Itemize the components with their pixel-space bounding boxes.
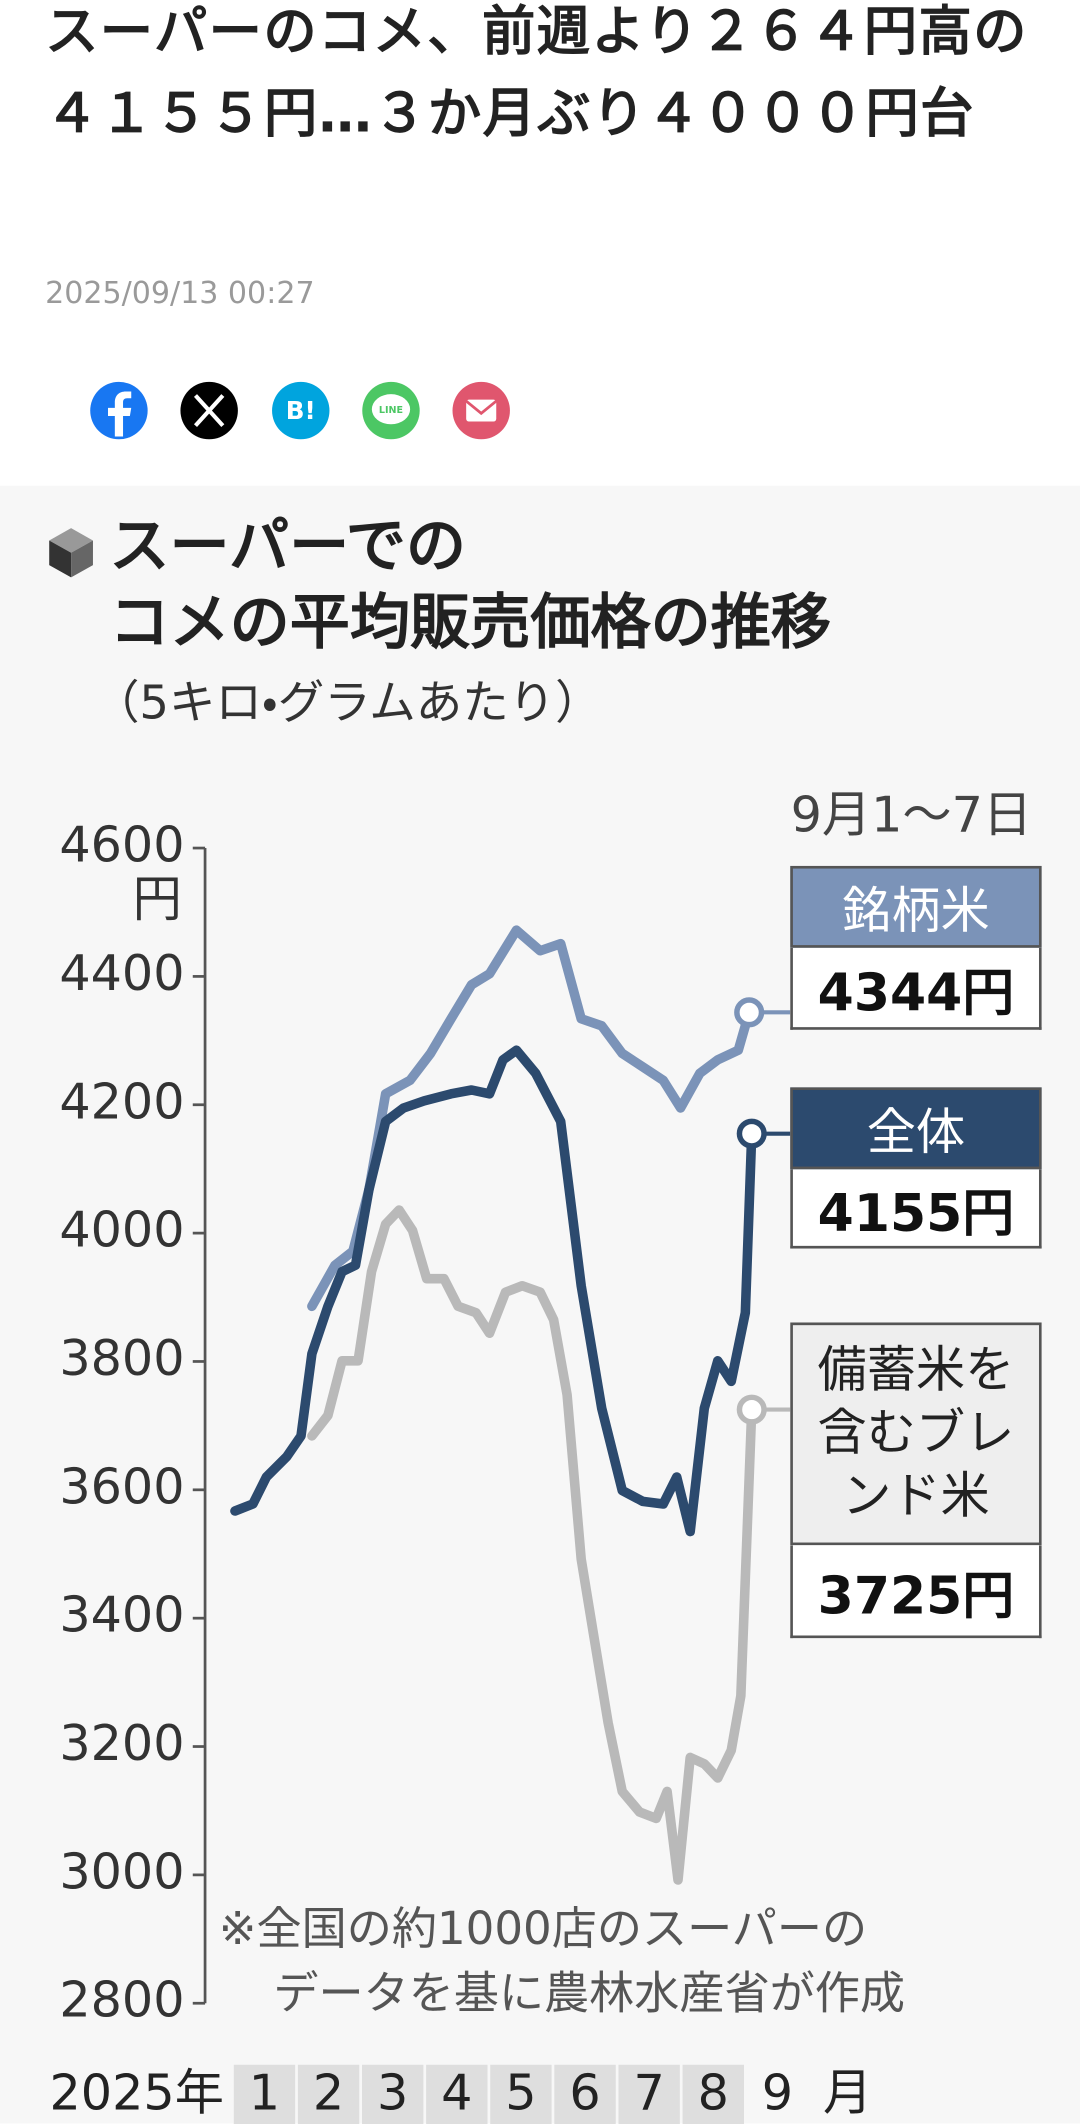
hatena-button[interactable]: B!	[272, 381, 330, 440]
share-bar: B! LINE	[90, 381, 510, 440]
x-tick-label: 6	[569, 2064, 600, 2122]
month-band	[554, 2064, 616, 2124]
note: データを基に農林水産省が作成	[273, 1966, 905, 2019]
y-tick-label: 3200	[59, 1714, 184, 1772]
month-band	[682, 2064, 744, 2124]
line-label: LINE	[379, 405, 403, 416]
value-label: 3725円	[790, 1545, 1042, 1639]
y-tick-label: 3600	[59, 1457, 184, 1515]
month-band	[297, 2064, 360, 2124]
legend-name: 銘柄米	[790, 865, 1042, 948]
x-tick-label: 4	[441, 2064, 472, 2122]
end-marker	[734, 997, 765, 1028]
legend-name-box: 全体	[790, 1087, 1042, 1170]
x-suffix: 月	[823, 2064, 872, 2122]
legend-name-box: 銘柄米	[790, 865, 1042, 948]
series-line	[230, 1045, 757, 1537]
x-tick-label: 1	[249, 2064, 280, 2122]
x-button[interactable]	[180, 381, 238, 440]
month-band	[618, 2064, 680, 2124]
month-band	[490, 2064, 552, 2124]
x-tick-label: 5	[505, 2064, 536, 2122]
date: 2025/09/13 00:27	[45, 276, 314, 311]
value-label: 4155円	[790, 1169, 1042, 1249]
note: ※全国の約1000店のスーパーの	[219, 1902, 867, 1955]
legend-name: 全体	[790, 1087, 1042, 1170]
y-tick-label: 4200	[59, 1072, 184, 1130]
month-band	[233, 2064, 296, 2124]
month-band	[426, 2064, 488, 2124]
end-marker	[736, 1394, 767, 1425]
y-unit: 円	[133, 870, 182, 928]
article-title: スーパーのコメ、前週より２６４円高の４１５５円…３か月ぶり４０００円台	[45, 1, 1028, 146]
y-tick-label: 4000	[59, 1201, 184, 1259]
x-tick-label: 9	[762, 2064, 793, 2122]
mail-button[interactable]	[452, 381, 510, 440]
legend-value-box: 3725円	[790, 1545, 1042, 1639]
facebook-button[interactable]	[90, 381, 148, 440]
y-tick-label: 4600	[59, 816, 184, 874]
x-prefix: 2025年	[49, 2064, 223, 2122]
title-box: スーパーのコメ、前週より２６４円高の４１５５円…３か月ぶり４０００円台	[45, 1, 1028, 146]
y-tick-label: 3400	[59, 1586, 184, 1644]
hatena-label: B!	[286, 396, 316, 425]
chart-background	[0, 485, 1080, 2124]
title-icon	[49, 528, 93, 578]
value-label: 4344円	[790, 947, 1042, 1030]
y-tick-label: 3800	[59, 1329, 184, 1387]
line-button[interactable]: LINE	[362, 381, 420, 440]
y-tick-label: 3000	[59, 1842, 184, 1900]
legend-value-box: 4344円	[790, 947, 1042, 1030]
y-tick-label: 2800	[59, 1971, 184, 2029]
legend-name-box: 備蓄米を含むブレンド米	[790, 1322, 1042, 1546]
series-line	[307, 1205, 757, 1885]
chart-subtitle: （5キロ・グラムあたり）	[93, 675, 602, 729]
x-tick-label: 3	[377, 2064, 408, 2122]
y-tick-label: 4400	[59, 944, 184, 1002]
legend-value-box: 4155円	[790, 1169, 1042, 1249]
month-band	[362, 2064, 424, 2124]
legend-name: 備蓄米を含むブレンド米	[790, 1322, 1042, 1546]
end-marker	[736, 1118, 767, 1149]
x-tick-label: 2	[313, 2064, 344, 2122]
x-tick-label: 7	[634, 2064, 665, 2122]
x-tick-label: 8	[698, 2064, 729, 2122]
period-label: 9月1〜7日	[791, 785, 1033, 843]
chart-title: スーパーでの	[109, 512, 466, 582]
chart-title: コメの平均販売価格の推移	[109, 588, 831, 658]
